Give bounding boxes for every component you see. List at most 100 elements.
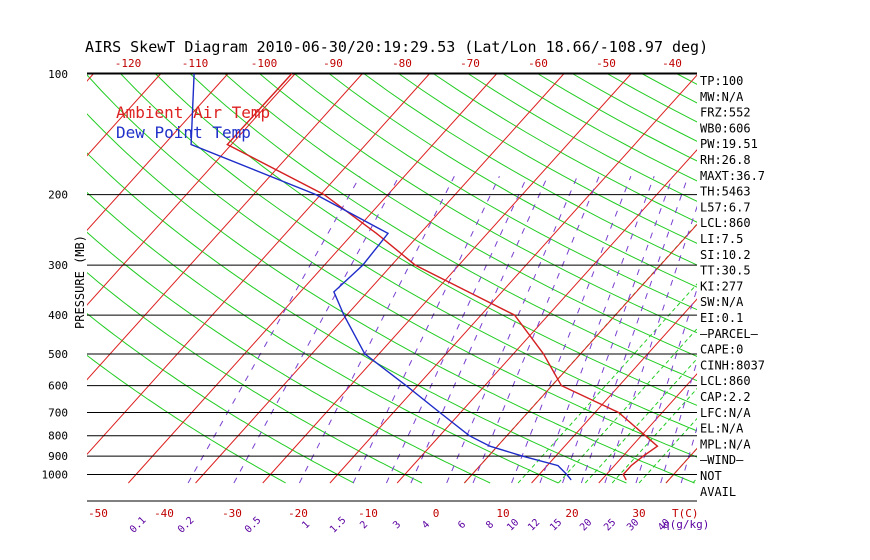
mixing-ratio-line [604,205,697,484]
isotherm [87,73,363,381]
mixing-ratio-unit-label: q(g/kg) [663,518,709,531]
mixing-ratio-line [352,176,500,484]
ambient-air-temp-point [323,193,325,196]
top-temp-tick-label: -40 [662,57,682,70]
top-temp-tick-label: -70 [460,57,480,70]
isotherm [87,73,430,456]
stat-entry: CAPE:0 [700,343,743,357]
legend-dew-point-temp: Dew Point Temp [116,123,251,142]
stat-entry: RH:26.8 [700,153,751,167]
dew-point-temp-point [468,435,470,437]
dry-adiabat [329,73,697,288]
moist-adiabat [517,283,697,484]
stat-entry: AVAIL [700,485,736,499]
mixing-ratio-line [580,176,689,484]
ambient-air-temp-point [542,353,545,355]
stat-entry: TH:5463 [700,185,751,199]
dry-adiabat [87,271,423,484]
dew-point-temp-point [570,479,572,481]
dew-point-temp-point [566,473,568,476]
ambient-air-temp-point [560,385,562,387]
top-temp-tick-label: -50 [596,57,616,70]
dry-adiabat [503,73,697,182]
top-temp-tick-label: -90 [323,57,343,70]
dry-adiabat [364,73,697,266]
mixing-ratio-line [539,176,655,484]
dew-point-temp-point [193,73,195,75]
mixing-ratio-line [680,425,697,484]
bottom-temp-tick-label: -20 [288,507,308,520]
isotherm [733,74,870,483]
dew-point-temp-point [333,291,335,293]
isotherm [195,73,565,484]
ambient-air-temp-line [226,73,659,480]
top-temp-tick-label: -110 [182,57,209,70]
dew-point-temp-point [190,143,192,146]
mixing-ratio-tick-label: 25 [602,517,618,533]
bottom-temp-tick-label: 20 [565,507,578,520]
ambient-air-temp-point [644,435,646,437]
top-temp-tick-label: -80 [392,57,412,70]
bottom-temp-tick-label: -50 [88,507,108,520]
mixing-ratio-line [233,175,400,484]
dry-adiabat [224,73,697,357]
isotherm [127,73,497,484]
dry-adiabat [294,73,697,311]
mixing-ratio-tick-label: 0.5 [243,515,264,536]
ambient-air-temp-point [625,479,627,481]
dew-point-temp-point [557,464,559,467]
dew-point-temp-point [343,314,345,316]
pressure-tick-label: 300 [48,259,68,272]
isotherm [665,447,697,484]
pressure-tick-label: 200 [48,189,68,202]
legend-ambient-air-temp: Ambient Air Temp [116,103,270,122]
pressure-tick-label: 700 [48,407,68,420]
bottom-temp-tick-label: -10 [358,507,378,520]
isotherm [87,73,229,232]
stat-entry: PW:19.51 [700,137,758,151]
ambient-air-temp-point [290,73,293,75]
mixing-ratio-line [635,287,697,484]
dry-adiabat [190,73,697,382]
stat-entry: TT:30.5 [700,264,751,278]
mixing-ratio-line [511,176,632,484]
stat-entry: LCL:860 [700,216,751,230]
top-temp-tick-label: -120 [115,57,142,70]
mixing-ratio-tick-label: 12 [526,517,542,533]
stat-entry: SW:N/A [700,295,744,309]
ambient-air-temp-point [514,314,516,316]
bottom-temp-tick-label: 0 [433,507,440,520]
mixing-ratio-line [660,359,697,484]
mixing-ratio-tick-label: 2 [358,519,370,531]
stat-entry: LFC:N/A [700,406,751,420]
ambient-air-temp-point [414,264,416,266]
stat-entry: —PARCEL— [700,327,759,341]
dry-adiabat [155,73,697,406]
pressure-tick-label: 1000 [42,469,69,482]
dry-adiabat [87,354,286,484]
ambient-air-temp-point [375,232,378,234]
dew-point-temp-point [387,232,389,234]
stat-entry: WB0:606 [700,121,751,135]
isotherm [800,74,870,483]
bottom-temp-tick-label: -40 [154,507,174,520]
stat-entry: —WIND— [700,453,744,467]
dew-point-temp-point [439,411,441,414]
top-temp-tick-label: -60 [528,57,548,70]
ambient-air-temp-point [630,464,632,467]
x-axis-unit-label: T(C) [672,507,699,520]
pressure-tick-label: 800 [48,430,68,443]
isotherm [329,74,697,484]
stat-entry: L57:6.7 [700,200,751,214]
dry-adiabat [87,312,355,484]
isotherm [87,73,161,157]
isotherm [87,73,296,306]
pressure-tick-label: 900 [48,450,68,463]
dry-adiabat [433,73,697,223]
mixing-ratio-line [410,176,549,484]
stat-entry: TP:100 [700,74,743,88]
bottom-temp-tick-label: 30 [632,507,645,520]
top-temp-tick-label: -100 [251,57,278,70]
pressure-tick-label: 500 [48,348,68,361]
